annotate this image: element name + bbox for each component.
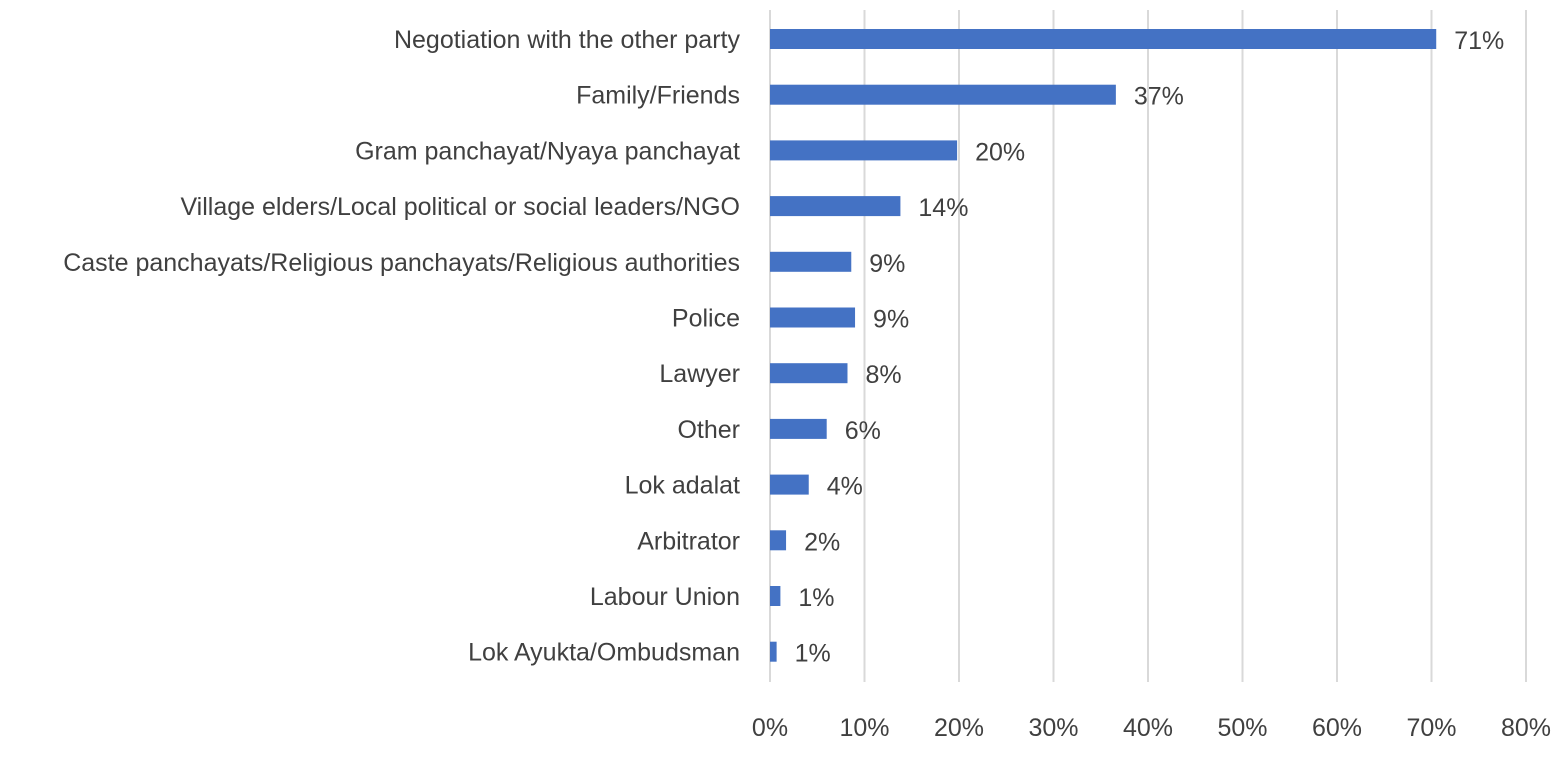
data-label: 37% bbox=[1134, 83, 1184, 111]
bar bbox=[770, 530, 787, 551]
data-label: 8% bbox=[865, 361, 901, 389]
data-label: 14% bbox=[918, 194, 968, 222]
category-label: Negotiation with the other party bbox=[394, 26, 741, 54]
bar bbox=[770, 140, 958, 161]
category-label: Labour Union bbox=[590, 583, 740, 611]
data-label: 4% bbox=[827, 473, 863, 501]
bar bbox=[770, 363, 848, 384]
data-label: 1% bbox=[798, 584, 834, 612]
x-tick-label: 60% bbox=[1312, 714, 1362, 742]
category-label: Family/Friends bbox=[576, 82, 740, 110]
x-axis-ticks: 0% 10% 20% 30% 40% 50% 60% 70% 80% bbox=[752, 714, 1551, 742]
data-label: 20% bbox=[975, 138, 1025, 166]
bar-layer bbox=[770, 29, 1437, 662]
bar bbox=[770, 307, 856, 328]
bar bbox=[770, 641, 777, 662]
x-tick-label: 70% bbox=[1406, 714, 1456, 742]
bar bbox=[770, 474, 809, 495]
category-label: Arbitrator bbox=[637, 527, 740, 555]
bar bbox=[770, 251, 852, 272]
x-tick-label: 80% bbox=[1501, 714, 1551, 742]
category-label: Lok adalat bbox=[625, 472, 740, 500]
data-label: 9% bbox=[873, 306, 909, 334]
x-tick-label: 40% bbox=[1123, 714, 1173, 742]
category-label: Lok Ayukta/Ombudsman bbox=[468, 639, 740, 667]
bar bbox=[770, 586, 781, 606]
data-label: 1% bbox=[795, 640, 831, 668]
x-tick-label: 30% bbox=[1028, 714, 1078, 742]
bar bbox=[770, 196, 901, 217]
category-label: Gram panchayat/Nyaya panchayat bbox=[355, 137, 740, 165]
data-label: 9% bbox=[869, 250, 905, 278]
x-tick-label: 20% bbox=[934, 714, 984, 742]
x-tick-label: 10% bbox=[839, 714, 889, 742]
category-label: Lawyer bbox=[659, 360, 740, 388]
grid-layer bbox=[769, 10, 1527, 682]
data-label: 6% bbox=[845, 417, 881, 445]
bar bbox=[770, 29, 1437, 49]
category-label: Police bbox=[672, 305, 740, 333]
x-tick-label: 50% bbox=[1217, 714, 1267, 742]
data-label: 71% bbox=[1454, 27, 1504, 55]
category-label: Village elders/Local political or social… bbox=[180, 193, 740, 221]
bar bbox=[770, 84, 1116, 105]
category-label: Caste panchayats/Religious panchayats/Re… bbox=[63, 249, 740, 277]
bar bbox=[770, 418, 827, 439]
x-tick-label: 0% bbox=[752, 714, 788, 742]
label-layer: Negotiation with the other party 71% Famil… bbox=[63, 26, 1504, 668]
data-label: 2% bbox=[804, 528, 840, 556]
category-label: Other bbox=[677, 416, 740, 444]
